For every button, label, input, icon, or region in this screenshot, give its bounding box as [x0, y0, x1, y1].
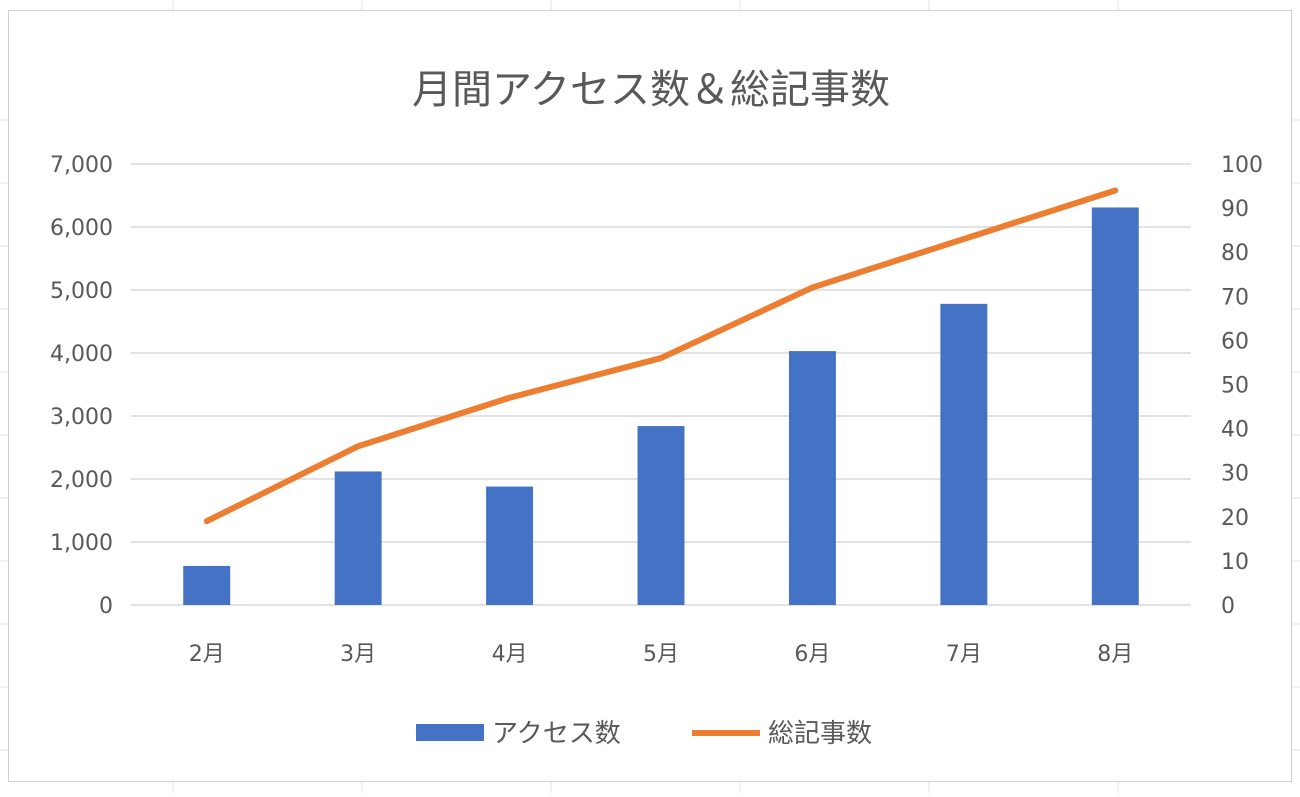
- right-axis-tick-label: 60: [1221, 329, 1249, 354]
- left-axis-tick-label: 3,000: [50, 405, 113, 430]
- bar: [486, 486, 534, 605]
- line-series: [203, 187, 1119, 525]
- legend-label-bar: アクセス数: [492, 719, 621, 749]
- right-axis-tick-label: 50: [1221, 374, 1249, 399]
- right-axis-tick-label: 80: [1221, 241, 1249, 266]
- x-axis-tick-label: 6月: [794, 642, 830, 667]
- bar: [183, 565, 231, 605]
- x-axis-tick-label: 3月: [340, 642, 376, 667]
- x-axis-tick-label: 7月: [946, 642, 982, 667]
- left-axis-tick-label: 0: [99, 594, 113, 619]
- x-axis-tick-label: 8月: [1097, 642, 1133, 667]
- right-axis: 0 10 20 30 40 50 60 70 80 90 100: [1221, 153, 1263, 619]
- x-axis: 2月 3月 4月 5月 6月 7月 8月: [189, 642, 1134, 667]
- right-axis-tick-label: 20: [1221, 506, 1249, 531]
- left-axis-tick-label: 1,000: [50, 531, 113, 556]
- left-axis: 0 1,000 2,000 3,000 4,000 5,000 6,000 7,000: [50, 153, 113, 619]
- legend-swatch-bar: [416, 724, 484, 741]
- x-axis-tick-label: 4月: [492, 642, 528, 667]
- right-axis-tick-label: 40: [1221, 418, 1249, 443]
- legend: アクセス数 総記事数: [416, 719, 872, 749]
- bar: [1091, 207, 1139, 605]
- legend-label-line: 総記事数: [768, 719, 872, 749]
- left-axis-tick-label: 5,000: [50, 279, 113, 304]
- right-axis-tick-label: 0: [1221, 594, 1235, 619]
- right-axis-tick-label: 100: [1221, 153, 1263, 178]
- right-axis-tick-label: 10: [1221, 550, 1249, 575]
- left-axis-tick-label: 2,000: [50, 468, 113, 493]
- bar: [637, 426, 685, 605]
- chart-area[interactable]: 月間アクセス数＆総記事数 0 1,000 2,000 3,000 4,000 5,000 6…: [8, 10, 1292, 782]
- series-line: [203, 187, 1119, 525]
- right-axis-tick-label: 30: [1221, 462, 1249, 487]
- bar-series: [183, 207, 1139, 605]
- bar: [788, 351, 836, 605]
- bar: [334, 471, 382, 605]
- left-axis-tick-label: 7,000: [50, 153, 113, 178]
- combo-chart: 月間アクセス数＆総記事数 0 1,000 2,000 3,000 4,000 5,000 6…: [50, 67, 1263, 749]
- right-axis-tick-label: 90: [1221, 197, 1249, 222]
- bar: [940, 303, 988, 605]
- chart-title: 月間アクセス数＆総記事数: [412, 67, 890, 113]
- left-axis-tick-label: 4,000: [50, 342, 113, 367]
- x-axis-tick-label: 2月: [189, 642, 225, 667]
- left-axis-tick-label: 6,000: [50, 216, 113, 241]
- right-axis-tick-label: 70: [1221, 285, 1249, 310]
- x-axis-tick-label: 5月: [643, 642, 679, 667]
